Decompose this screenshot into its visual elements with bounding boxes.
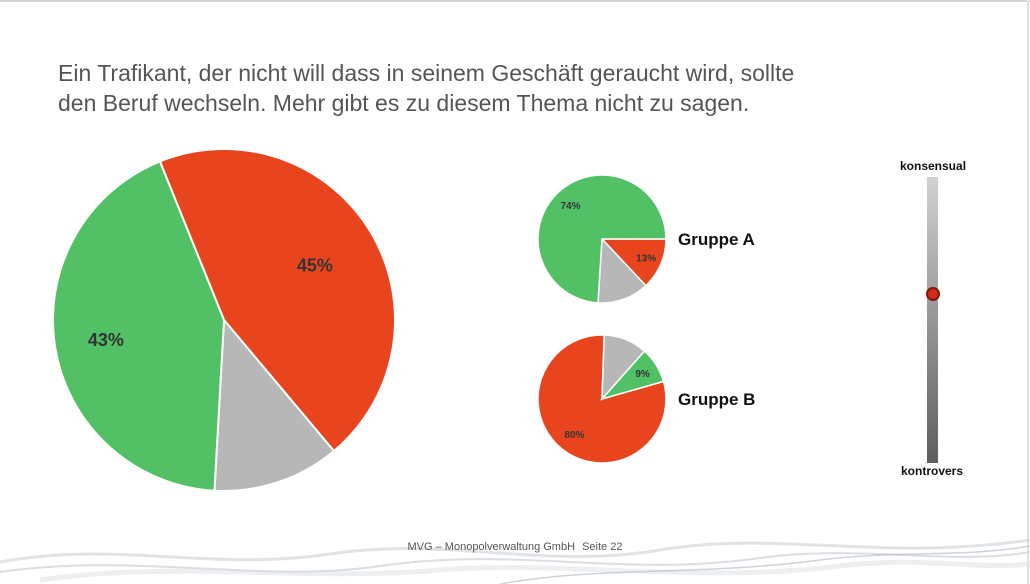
- pie-main-slice-no-label: 43%: [88, 330, 124, 350]
- pie-b-slice-no-label: 9%: [635, 369, 650, 380]
- footer: MVG – Monopolverwaltung GmbH Seite 22: [0, 541, 1030, 553]
- consensus-scale-marker: [925, 287, 940, 302]
- slide-title-line-1: Ein Trafikant, der nicht will dass in se…: [58, 60, 795, 86]
- footer-company: MVG – Monopolverwaltung GmbH: [407, 541, 576, 553]
- pie-main-slice-yes: [158, 148, 396, 453]
- pie-main-slice-no: [52, 160, 226, 492]
- pie-b-slice-yes-label: 80%: [564, 430, 584, 441]
- top-border: [0, 0, 1030, 2]
- footer-page: Seite 22: [582, 541, 623, 553]
- group-a-label: Gruppe A: [678, 230, 755, 249]
- scale-bottom-label: kontrovers: [901, 464, 964, 478]
- pie-a-slice-no: [537, 174, 667, 304]
- right-border: [1027, 0, 1029, 584]
- smoke-decoration: [0, 538, 1030, 584]
- pie-main-slice-yes-label: 45%: [297, 256, 333, 276]
- consensus-scale-bar: [927, 177, 938, 463]
- group-b-label: Gruppe B: [678, 390, 756, 409]
- slide-title-line-2: den Beruf wechseln. Mehr gibt es zu dies…: [58, 90, 750, 116]
- slide-title: Ein Trafikant, der nicht will dass in se…: [58, 58, 858, 118]
- pie-a-slice-yes-label: 13%: [636, 254, 656, 265]
- pie-a-slice-no-label: 74%: [560, 201, 580, 212]
- pie-main-slice-neutral: [213, 317, 336, 492]
- scale-top-label: konsensual: [900, 159, 967, 173]
- pie-b-slice-no: [599, 350, 665, 401]
